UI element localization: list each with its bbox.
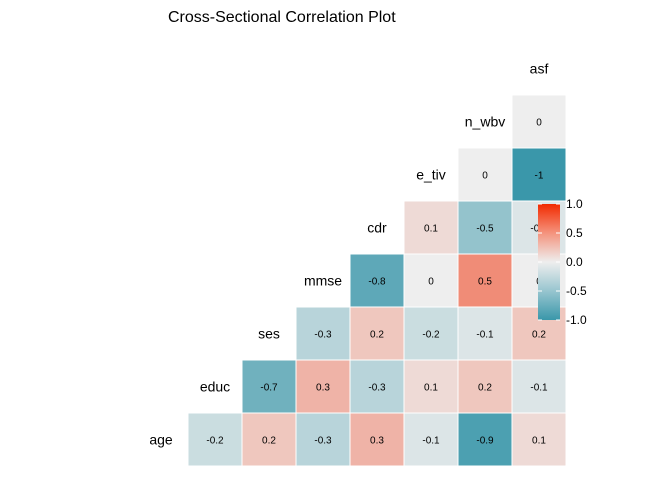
legend-tick-label: 0.0 [566, 255, 583, 269]
legend-colorbar [538, 204, 560, 320]
cell-cdr-0 [403, 200, 459, 255]
cell-label-mmse-1: 0 [428, 277, 434, 288]
cell-educ-5 [511, 359, 567, 414]
row-label-mmse: mmse [304, 273, 342, 289]
cell-educ-4 [457, 359, 513, 414]
cell-ses-0 [295, 306, 351, 361]
cell-label-educ-3: 0.1 [424, 383, 438, 394]
cell-label-educ-2: -0.3 [368, 383, 386, 394]
cell-ses-3 [457, 306, 513, 361]
cell-educ-1 [295, 359, 351, 414]
cell-label-educ-4: 0.2 [478, 383, 492, 394]
row-label-educ: educ [200, 379, 230, 395]
cell-label-e_tiv-0: 0 [482, 171, 488, 182]
row-label-asf: asf [530, 61, 549, 77]
cell-label-ses-2: -0.2 [422, 330, 440, 341]
cell-label-mmse-0: -0.8 [368, 277, 386, 288]
cell-label-educ-1: 0.3 [316, 383, 330, 394]
cell-age-0 [187, 412, 243, 467]
row-label-n_wbv: n_wbv [465, 114, 505, 130]
legend-tick-label: -1.0 [566, 313, 587, 327]
row-label-e_tiv: e_tiv [416, 167, 446, 183]
cell-age-1 [241, 412, 297, 467]
cell-age-5 [457, 412, 513, 467]
cell-educ-0 [241, 359, 297, 414]
cell-label-age-6: 0.1 [532, 436, 546, 447]
cell-label-ses-4: 0.2 [532, 330, 546, 341]
cell-educ-2 [349, 359, 405, 414]
legend-tick-label: 0.5 [566, 226, 583, 240]
heatmap-cells: -0.2 0.2 -0.3 0.3 -0.1 -0.9 0.1 -0.7 0.3 -0.3 0.1 0… [187, 94, 567, 467]
cell-label-age-2: -0.3 [314, 436, 332, 447]
cell-e_tiv-1 [511, 147, 567, 202]
row-labels: age educ ses mmse cdr e_tiv n_wbv asf [149, 61, 548, 448]
cell-label-age-1: 0.2 [262, 436, 276, 447]
cell-mmse-2 [457, 253, 513, 308]
cell-label-age-3: 0.3 [370, 436, 384, 447]
cell-label-ses-0: -0.3 [314, 330, 332, 341]
cell-label-age-0: -0.2 [206, 436, 224, 447]
cell-ses-2 [403, 306, 459, 361]
cell-n_wbv-0 [511, 94, 567, 149]
cell-age-6 [511, 412, 567, 467]
cell-cdr-1 [457, 200, 513, 255]
legend-tick-label: 1.0 [566, 197, 583, 211]
cell-label-ses-3: -0.1 [476, 330, 494, 341]
row-label-cdr: cdr [367, 220, 387, 236]
cell-mmse-0 [349, 253, 405, 308]
row-label-ses: ses [258, 326, 280, 342]
cell-label-e_tiv-1: -1 [535, 171, 544, 182]
row-label-age: age [149, 432, 173, 448]
cell-label-mmse-2: 0.5 [478, 277, 492, 288]
cell-label-age-4: -0.1 [422, 436, 440, 447]
cell-label-ses-1: 0.2 [370, 330, 384, 341]
cell-mmse-1 [403, 253, 459, 308]
cell-label-age-5: -0.9 [476, 436, 494, 447]
cell-label-n_wbv-0: 0 [536, 118, 542, 129]
cell-e_tiv-0 [457, 147, 513, 202]
legend-tick-label: -0.5 [566, 284, 587, 298]
chart-title: Cross-Sectional Correlation Plot [168, 9, 396, 26]
cell-label-educ-0: -0.7 [260, 383, 278, 394]
cell-label-educ-5: -0.1 [530, 383, 548, 394]
cell-label-cdr-1: -0.5 [476, 224, 494, 235]
cell-label-cdr-0: 0.1 [424, 224, 438, 235]
color-legend: 1.0 0.5 0.0 -0.5 -1.0 [538, 197, 587, 327]
cell-age-4 [403, 412, 459, 467]
